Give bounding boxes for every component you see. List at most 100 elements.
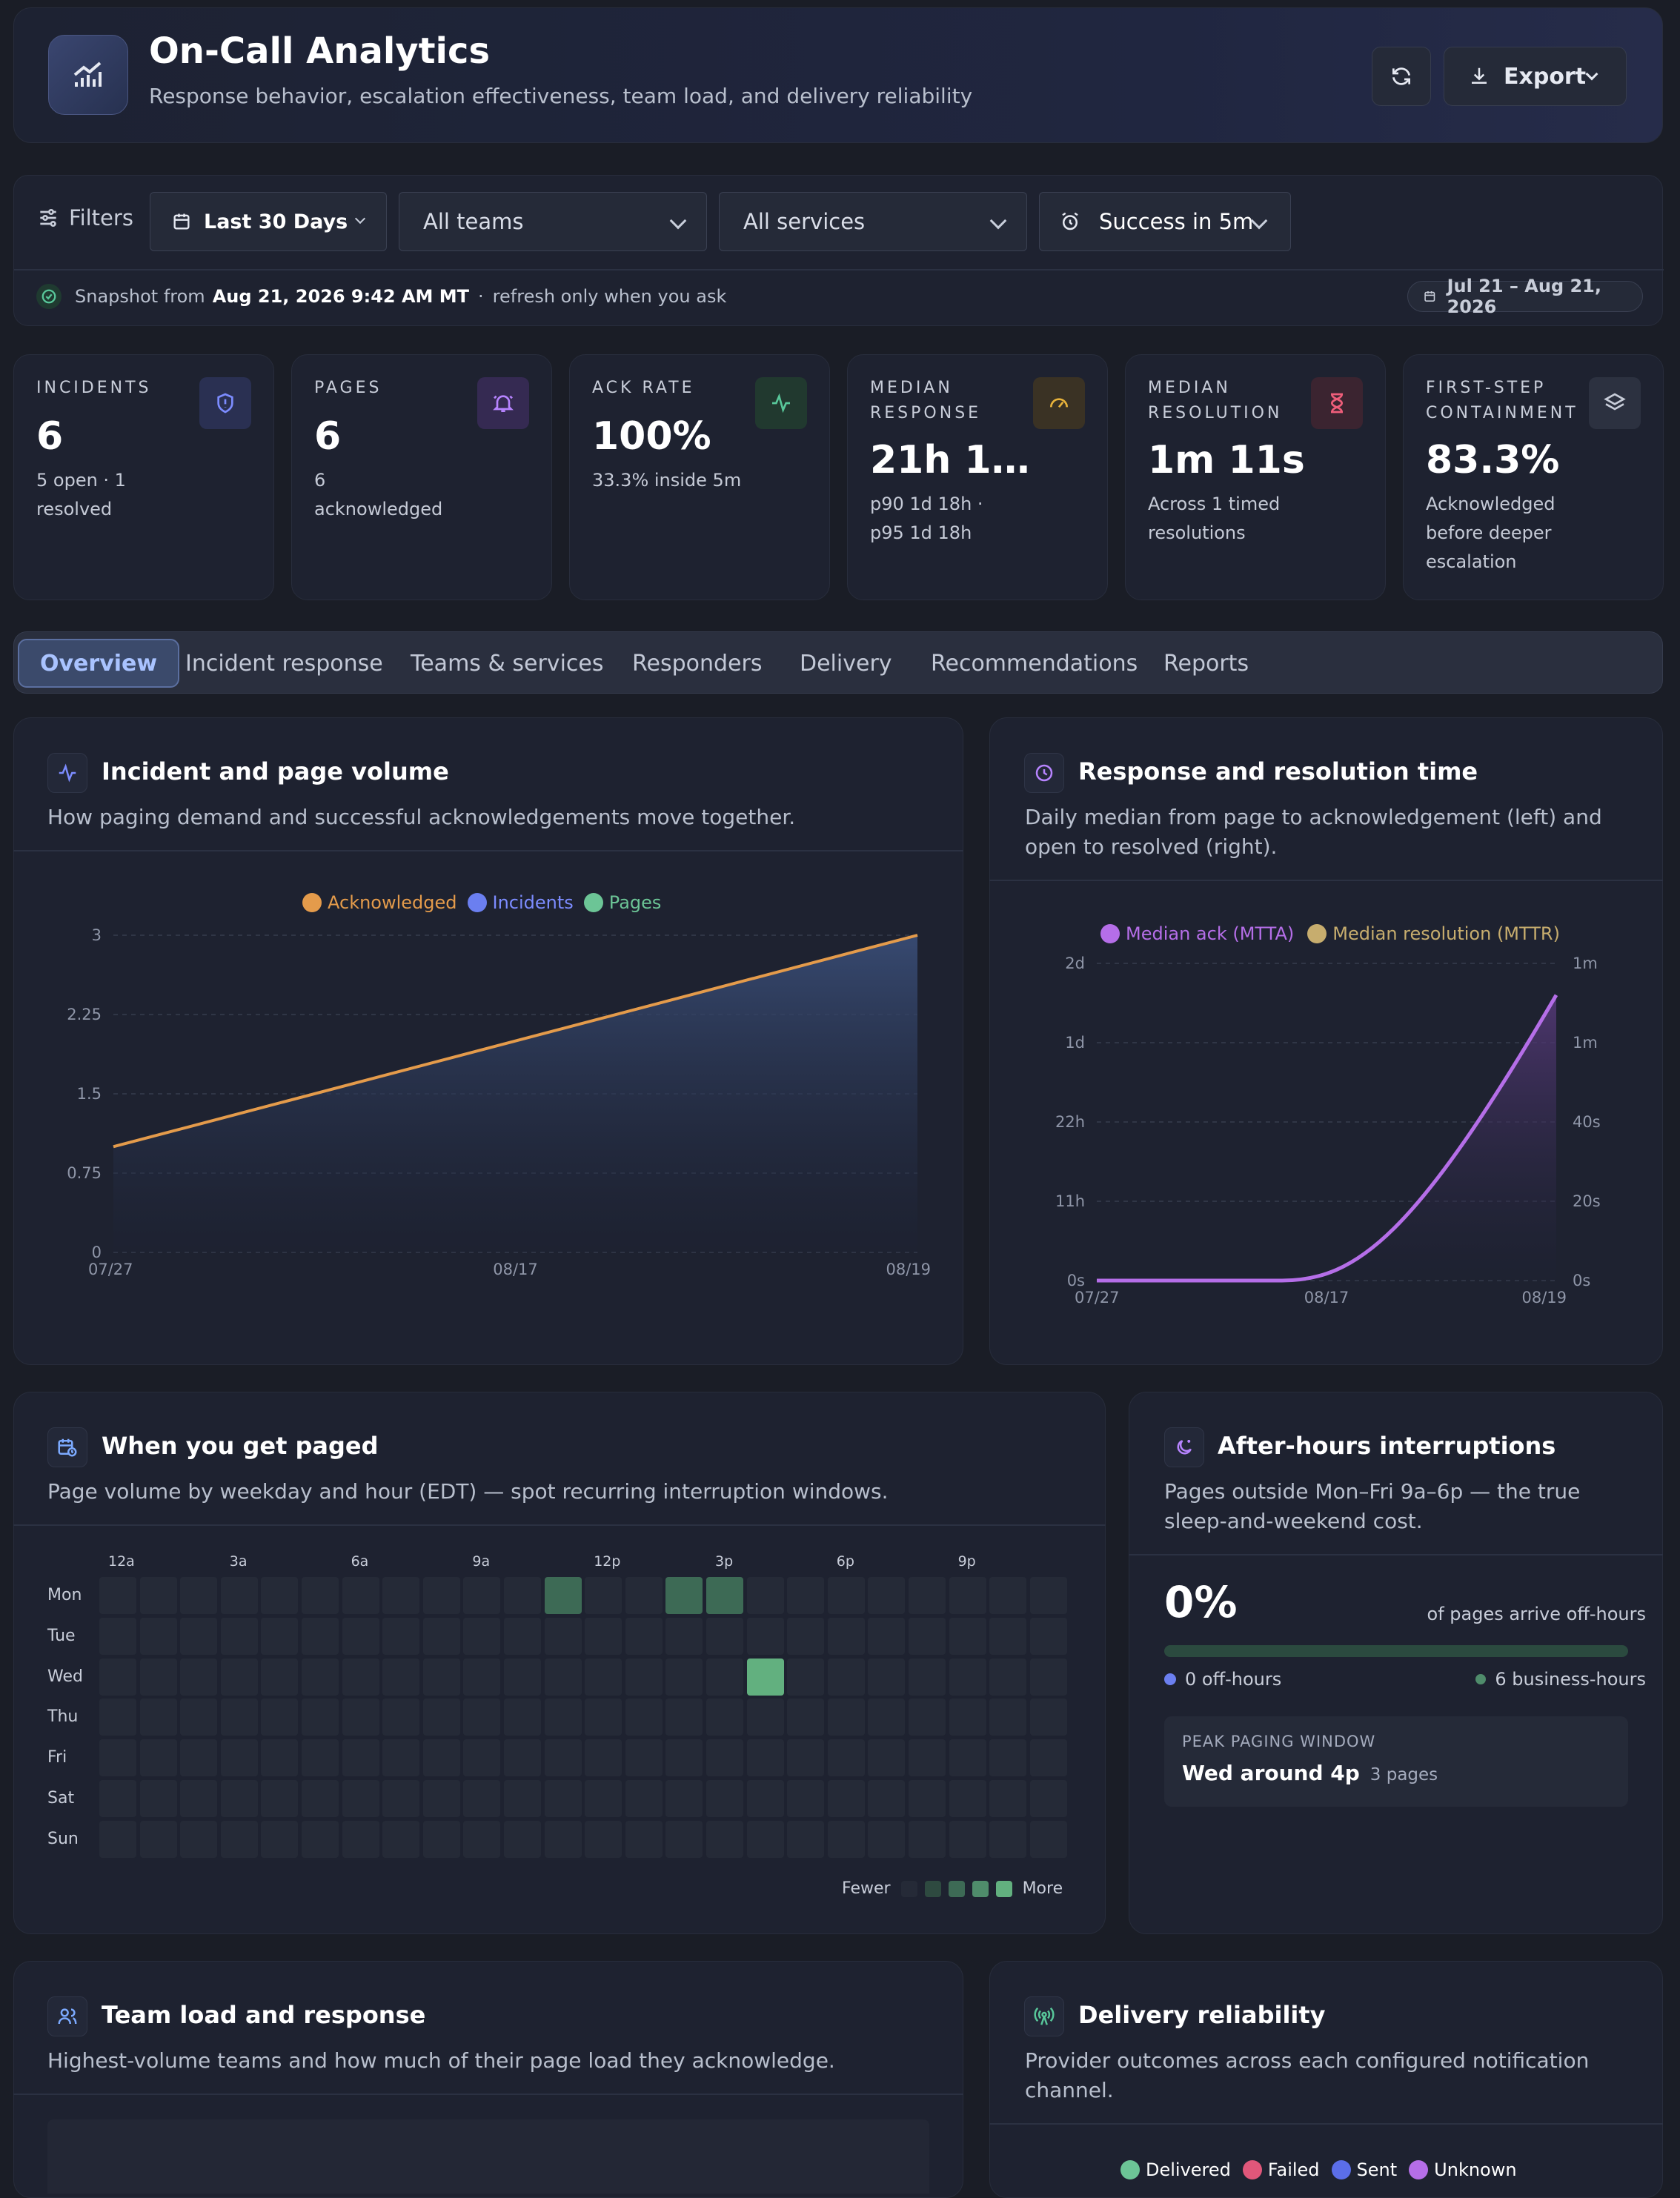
heatmap-cell[interactable]: [504, 1780, 541, 1817]
heatmap-cell[interactable]: [342, 1780, 379, 1817]
heatmap-cell[interactable]: [1029, 1739, 1067, 1777]
heatmap-cell[interactable]: [625, 1780, 663, 1817]
heatmap-cell[interactable]: [827, 1820, 865, 1858]
heatmap-cell[interactable]: [787, 1699, 825, 1736]
heatmap-cell[interactable]: [220, 1820, 258, 1858]
heatmap-cell[interactable]: [909, 1739, 946, 1777]
heatmap-cell[interactable]: [422, 1658, 460, 1696]
heatmap-cell[interactable]: [585, 1699, 622, 1736]
heatmap-cell[interactable]: [261, 1739, 299, 1777]
heatmap-cell[interactable]: [382, 1739, 420, 1777]
heatmap-cell[interactable]: [949, 1617, 986, 1655]
heatmap-cell[interactable]: [342, 1739, 379, 1777]
heatmap-cell[interactable]: [180, 1617, 218, 1655]
heatmap-cell[interactable]: [342, 1617, 379, 1655]
heatmap-cell[interactable]: [989, 1699, 1027, 1736]
heatmap-cell[interactable]: [585, 1820, 622, 1858]
heatmap-cell[interactable]: [544, 1577, 582, 1614]
heatmap-cell[interactable]: [665, 1739, 703, 1777]
heatmap-cell[interactable]: [180, 1699, 218, 1736]
heatmap-cell[interactable]: [665, 1658, 703, 1696]
heatmap-cell[interactable]: [139, 1739, 177, 1777]
heatmap-cell[interactable]: [909, 1820, 946, 1858]
heatmap-cell[interactable]: [261, 1658, 299, 1696]
heatmap-cell[interactable]: [1029, 1699, 1067, 1736]
heatmap-cell[interactable]: [625, 1577, 663, 1614]
heatmap-cell[interactable]: [504, 1577, 541, 1614]
heatmap-cell[interactable]: [382, 1780, 420, 1817]
heatmap-cell[interactable]: [909, 1617, 946, 1655]
heatmap-cell[interactable]: [827, 1780, 865, 1817]
heatmap-cell[interactable]: [504, 1739, 541, 1777]
heatmap-cell[interactable]: [302, 1658, 339, 1696]
heatmap-cell[interactable]: [99, 1820, 136, 1858]
heatmap-cell[interactable]: [302, 1617, 339, 1655]
heatmap-cell[interactable]: [989, 1577, 1027, 1614]
heatmap-cell[interactable]: [544, 1617, 582, 1655]
heatmap-cell[interactable]: [787, 1577, 825, 1614]
heatmap-cell[interactable]: [261, 1617, 299, 1655]
heatmap-cell[interactable]: [827, 1577, 865, 1614]
heatmap-cell[interactable]: [139, 1780, 177, 1817]
heatmap-cell[interactable]: [746, 1699, 784, 1736]
heatmap-cell[interactable]: [504, 1617, 541, 1655]
heatmap-cell[interactable]: [625, 1658, 663, 1696]
tab-incident-response[interactable]: Incident response: [185, 650, 383, 677]
heatmap-cell[interactable]: [261, 1820, 299, 1858]
heatmap-cell[interactable]: [342, 1577, 379, 1614]
heatmap-cell[interactable]: [868, 1658, 906, 1696]
heatmap-cell[interactable]: [342, 1658, 379, 1696]
heatmap-cell[interactable]: [625, 1617, 663, 1655]
heatmap-cell[interactable]: [665, 1617, 703, 1655]
heatmap-cell[interactable]: [949, 1820, 986, 1858]
heatmap-cell[interactable]: [99, 1699, 136, 1736]
services-select[interactable]: All services: [719, 192, 1027, 251]
heatmap-cell[interactable]: [139, 1617, 177, 1655]
heatmap-cell[interactable]: [220, 1699, 258, 1736]
heatmap-cell[interactable]: [746, 1739, 784, 1777]
heatmap-cell[interactable]: [261, 1780, 299, 1817]
heatmap-cell[interactable]: [585, 1658, 622, 1696]
heatmap-cell[interactable]: [463, 1577, 501, 1614]
heatmap-cell[interactable]: [220, 1780, 258, 1817]
heatmap-cell[interactable]: [868, 1577, 906, 1614]
heatmap-cell[interactable]: [706, 1577, 743, 1614]
refresh-button[interactable]: [1372, 47, 1431, 106]
heatmap-cell[interactable]: [706, 1617, 743, 1655]
heatmap-cell[interactable]: [989, 1820, 1027, 1858]
heatmap-cell[interactable]: [504, 1820, 541, 1858]
heatmap-cell[interactable]: [504, 1699, 541, 1736]
heatmap-cell[interactable]: [868, 1699, 906, 1736]
heatmap-cell[interactable]: [99, 1617, 136, 1655]
heatmap-cell[interactable]: [585, 1739, 622, 1777]
heatmap-cell[interactable]: [382, 1577, 420, 1614]
heatmap-cell[interactable]: [949, 1658, 986, 1696]
heatmap-cell[interactable]: [827, 1658, 865, 1696]
heatmap-cell[interactable]: [625, 1699, 663, 1736]
heatmap-cell[interactable]: [422, 1739, 460, 1777]
heatmap-cell[interactable]: [585, 1577, 622, 1614]
heatmap-cell[interactable]: [180, 1739, 218, 1777]
tab-recommendations[interactable]: Recommendations: [931, 650, 1138, 677]
heatmap-cell[interactable]: [989, 1658, 1027, 1696]
heatmap-cell[interactable]: [787, 1780, 825, 1817]
heatmap-cell[interactable]: [746, 1577, 784, 1614]
export-button[interactable]: Export: [1444, 47, 1627, 106]
heatmap-cell[interactable]: [139, 1577, 177, 1614]
tab-teams-services[interactable]: Teams & services: [411, 650, 604, 677]
heatmap-cell[interactable]: [302, 1739, 339, 1777]
heatmap-cell[interactable]: [463, 1658, 501, 1696]
tab-delivery[interactable]: Delivery: [800, 650, 892, 677]
heatmap-cell[interactable]: [1029, 1617, 1067, 1655]
heatmap-cell[interactable]: [706, 1699, 743, 1736]
heatmap-cell[interactable]: [139, 1820, 177, 1858]
heatmap-cell[interactable]: [302, 1780, 339, 1817]
heatmap-cell[interactable]: [665, 1780, 703, 1817]
heatmap-cell[interactable]: [99, 1739, 136, 1777]
heatmap-cell[interactable]: [422, 1699, 460, 1736]
heatmap-cell[interactable]: [463, 1699, 501, 1736]
heatmap-cell[interactable]: [422, 1820, 460, 1858]
heatmap-cell[interactable]: [787, 1617, 825, 1655]
heatmap-cell[interactable]: [463, 1617, 501, 1655]
heatmap-cell[interactable]: [1029, 1658, 1067, 1696]
